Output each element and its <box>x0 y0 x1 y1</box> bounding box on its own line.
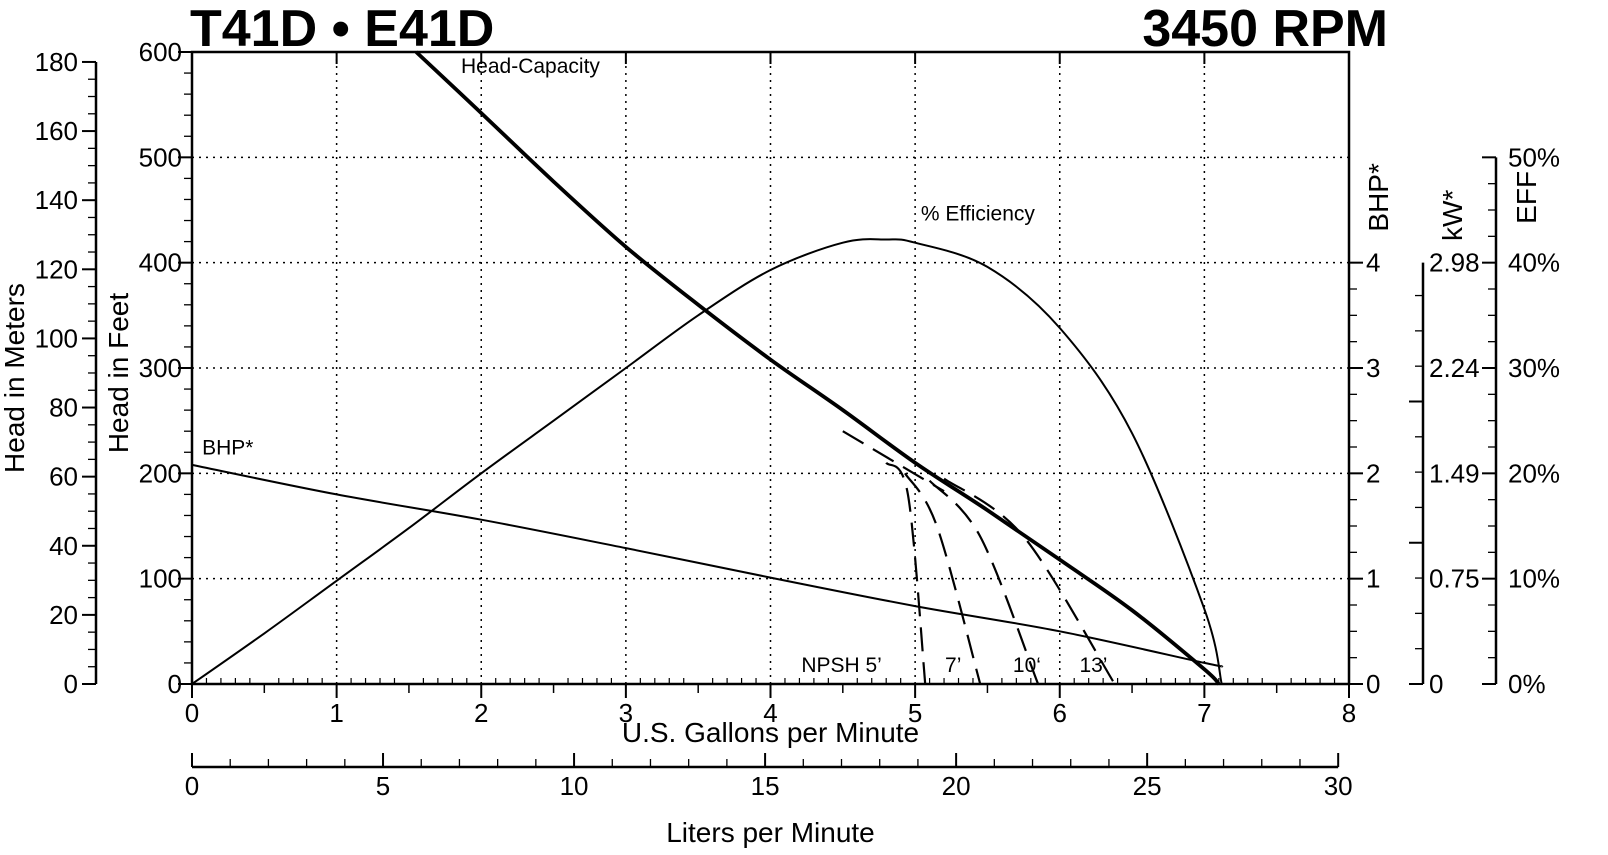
y-meters-tick-label: 20 <box>49 600 78 630</box>
y-axis-title-meters: Head in Meters <box>0 283 30 473</box>
eff-tick-label: 10% <box>1508 564 1560 594</box>
y-meters-tick-label: 60 <box>49 462 78 492</box>
series-line--efficiency <box>191 238 1223 685</box>
x-axis-title: U.S. Gallons per Minute <box>622 717 919 748</box>
x-tick-label: 7 <box>1197 698 1211 728</box>
annotation--efficiency: % Efficiency <box>921 203 1035 226</box>
annotations: NPSH 5’ 7’ 10‘ 13’ Head-Capacity % Efficiency… <box>202 55 1107 677</box>
annotation-bhp-: BHP* <box>202 436 253 459</box>
y-meters-tick-label: 0 <box>64 669 78 699</box>
x2-tick-label: 5 <box>376 771 390 801</box>
kw-tick-label: 1.49 <box>1429 458 1480 488</box>
y-tick-label: 200 <box>139 458 182 488</box>
npsh-curve-2 <box>928 479 1040 685</box>
x-tick-label: 6 <box>1053 698 1067 728</box>
y-meters-tick-label: 160 <box>35 116 78 146</box>
series-line-head-capacity <box>414 50 1221 686</box>
x-tick-label: 4 <box>763 698 777 728</box>
npsh-curve-1 <box>904 472 982 685</box>
y-tick-label: 100 <box>139 564 182 594</box>
series-line-bhp- <box>191 463 1224 668</box>
x2-tick-label: 30 <box>1324 771 1353 801</box>
bhp-axis-title: BHP* <box>1363 163 1394 232</box>
bhp-tick-label: 2 <box>1366 458 1380 488</box>
x-tick-label: 1 <box>329 698 343 728</box>
bhp-tick-label: 3 <box>1366 353 1380 383</box>
kw-axis-title: kW* <box>1437 190 1468 241</box>
kw-tick-label: 2.24 <box>1429 353 1480 383</box>
bhp-tick-label: 4 <box>1366 248 1380 278</box>
x2-tick-label: 20 <box>942 771 971 801</box>
kw-tick-label: 0 <box>1429 669 1443 699</box>
x2-tick-label: 25 <box>1133 771 1162 801</box>
x-tick-label: 8 <box>1342 698 1356 728</box>
annotation-head-capacity: Head-Capacity <box>461 55 600 78</box>
npsh-label-0: NPSH 5’ <box>801 654 882 677</box>
eff-tick-label: 20% <box>1508 458 1560 488</box>
grid <box>192 52 1349 684</box>
y-tick-label: 600 <box>139 37 182 67</box>
eff-tick-label: 30% <box>1508 353 1560 383</box>
y-meters-tick-label: 40 <box>49 531 78 561</box>
eff-tick-label: 0% <box>1508 669 1546 699</box>
kw-tick-label: 2.98 <box>1429 248 1480 278</box>
x2-axis-title: Liters per Minute <box>666 817 875 848</box>
y-meters-tick-label: 100 <box>35 323 78 353</box>
y-tick-label: 300 <box>139 353 182 383</box>
npsh-label-2: 10‘ <box>1013 654 1041 677</box>
npsh-label-3: 13’ <box>1079 654 1107 677</box>
npsh-label-1: 7’ <box>945 654 961 677</box>
y-meters-tick-label: 80 <box>49 393 78 423</box>
axes: 0 1 2 3 4 5 6 7 80 5 10 15 20 25 300100200300400500600… <box>35 37 1560 801</box>
y-meters-tick-label: 120 <box>35 254 78 284</box>
eff-tick-label: 40% <box>1508 248 1560 278</box>
bhp-tick-label: 1 <box>1366 564 1380 594</box>
y-meters-tick-label: 180 <box>35 47 78 77</box>
y-meters-tick-label: 140 <box>35 185 78 215</box>
series <box>191 50 1224 686</box>
x2-tick-label: 15 <box>751 771 780 801</box>
x-tick-label: 0 <box>185 698 199 728</box>
chart-title-speed: 3450 RPM <box>1142 0 1388 58</box>
eff-axis-title: EFF <box>1511 171 1542 224</box>
y-tick-label: 500 <box>139 142 182 172</box>
x2-tick-label: 10 <box>560 771 589 801</box>
x2-tick-label: 0 <box>185 771 199 801</box>
y-tick-label: 400 <box>139 248 182 278</box>
chart-title-model: T41D • E41D <box>190 0 494 58</box>
y-tick-label: 0 <box>168 669 182 699</box>
x-tick-label: 2 <box>474 698 488 728</box>
eff-tick-label: 50% <box>1508 142 1560 172</box>
kw-tick-label: 0.75 <box>1429 564 1480 594</box>
npsh-extension-line <box>842 430 945 493</box>
x-tick-label: 3 <box>619 698 633 728</box>
x-tick-label: 5 <box>908 698 922 728</box>
bhp-tick-label: 0 <box>1366 669 1380 699</box>
y-axis-title-feet: Head in Feet <box>103 293 134 454</box>
npsh-curve-0 <box>885 461 927 685</box>
